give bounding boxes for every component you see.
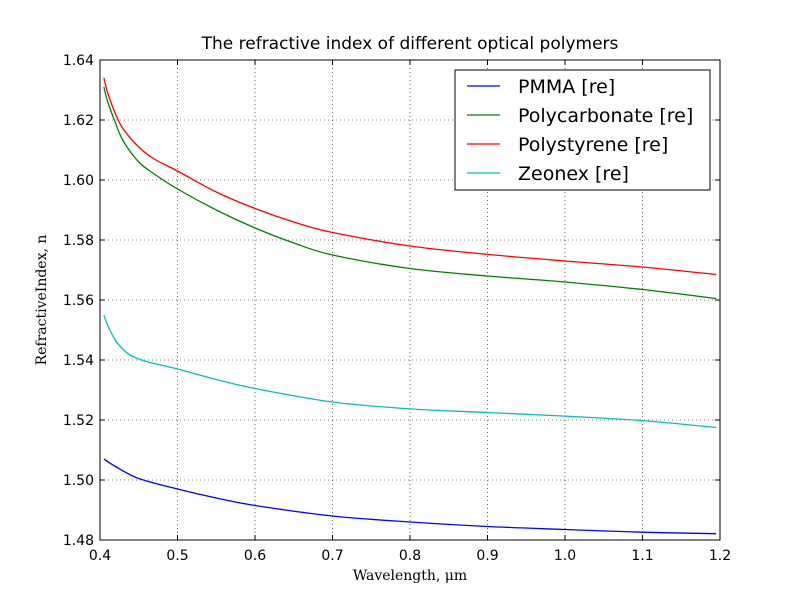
y-axis-ticks: 1.48 1.50 1.52 1.54 1.56 1.58 1.60 1.62 1.64: [63, 53, 720, 549]
x-tick-label: 1.1: [631, 548, 653, 564]
legend: PMMA [re] Polycarbonate [re] Polystyrene […: [454, 69, 711, 191]
x-axis-ticks: 0.4 0.5 0.6 0.7 0.8 0.9 1.0 1.1 1.2: [89, 60, 731, 564]
x-tick-label: 1.0: [554, 548, 576, 564]
y-tick-label: 1.64: [63, 53, 94, 69]
y-axis-label: RefractiveIndex, n: [34, 235, 50, 366]
series-line-pmma: [103, 458, 717, 535]
y-tick-label: 1.62: [63, 113, 94, 129]
y-tick-label: 1.60: [63, 173, 94, 189]
x-tick-label: 0.4: [89, 548, 111, 564]
chart-title: The refractive index of different optica…: [201, 34, 619, 54]
legend-label-polycarbonate: Polycarbonate [re]: [518, 105, 693, 127]
series-lines: [103, 77, 717, 535]
x-tick-label: 1.2: [709, 548, 731, 564]
x-tick-label: 0.5: [166, 548, 188, 564]
legend-label-zeonex: Zeonex [re]: [518, 163, 629, 185]
y-tick-label: 1.58: [63, 233, 94, 249]
y-tick-label: 1.56: [63, 293, 94, 309]
series-line-polycarbonate: [103, 86, 717, 300]
x-axis-label: Wavelength, μm: [353, 568, 467, 584]
x-tick-label: 0.7: [321, 548, 343, 564]
y-tick-label: 1.54: [63, 353, 94, 369]
series-line-polystyrene: [103, 77, 717, 276]
y-tick-label: 1.50: [63, 473, 94, 489]
legend-label-polystyrene: Polystyrene [re]: [518, 134, 668, 156]
y-tick-label: 1.48: [63, 533, 94, 549]
y-tick-label: 1.52: [63, 413, 94, 429]
legend-box: [454, 69, 711, 191]
x-tick-label: 0.6: [244, 548, 266, 564]
x-tick-label: 0.9: [476, 548, 498, 564]
x-tick-label: 0.8: [399, 548, 421, 564]
series-line-zeonex: [103, 314, 717, 429]
legend-label-pmma: PMMA [re]: [518, 76, 615, 98]
